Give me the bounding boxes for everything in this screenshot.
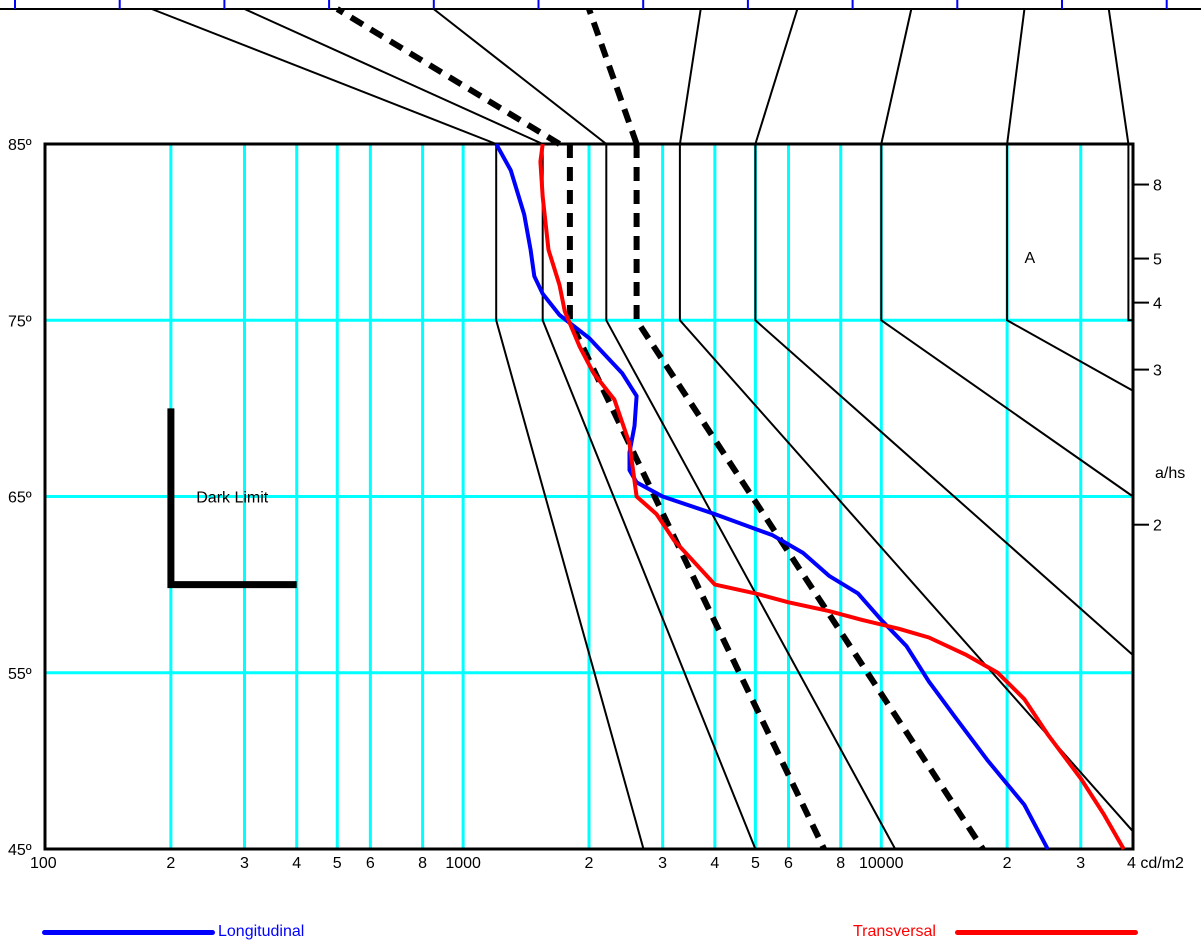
limit-curve [495, 144, 645, 850]
x-tick-label: 2 [585, 855, 594, 872]
y-tick-label: 85º [8, 137, 32, 154]
right-axis-tick-label: 5 [1153, 252, 1162, 269]
x-tick-label: 100 [30, 855, 57, 872]
top-segment [433, 8, 607, 145]
top-segment [678, 8, 702, 145]
top-segment [151, 8, 497, 145]
annotation-label: Dark Limit [196, 490, 269, 507]
x-tick-label: 4 cd/m2 [1127, 855, 1184, 872]
x-tick-label: 5 [751, 855, 760, 872]
y-tick-label: 75º [8, 313, 32, 330]
right-axis-tick-label: 3 [1153, 363, 1162, 380]
limit-curve [605, 144, 897, 850]
y-tick-label: 55º [8, 666, 32, 683]
plot-frame [43, 142, 1135, 851]
dark-limit-marker [167, 408, 297, 589]
limit-curve [678, 144, 1134, 833]
top-segment [1006, 8, 1026, 145]
x-tick-label: 10000 [859, 855, 904, 872]
right-axis-tick-label: 4 [1153, 296, 1162, 313]
top-segment [244, 8, 544, 145]
dashed-limit-curve [633, 144, 986, 851]
legend-transversal-line [955, 930, 1138, 935]
y-tick-label: 65º [8, 490, 32, 507]
x-tick-label: 8 [836, 855, 845, 872]
top-segment [880, 8, 913, 145]
limit-curve [754, 144, 1134, 656]
x-tick-label: 2 [1003, 855, 1012, 872]
series-line-transversal [538, 143, 1126, 850]
dashed-top-segment [335, 6, 562, 147]
limit-curve [1127, 144, 1133, 322]
x-tick-label: 4 [710, 855, 719, 872]
x-tick-label: 1000 [445, 855, 481, 872]
right-axis-label: a/hs [1155, 465, 1185, 482]
top-segment [754, 8, 799, 145]
legend-longitudinal-label: Longitudinal [218, 923, 305, 940]
x-tick-label: 6 [784, 855, 793, 872]
top-segment [1107, 8, 1130, 145]
right-axis-tick-label: 2 [1153, 518, 1162, 535]
x-tick-label: 2 [166, 855, 175, 872]
x-tick-label: 5 [333, 855, 342, 872]
dashed-limit-curve [566, 144, 827, 851]
limit-curve [1006, 144, 1134, 392]
x-tick-label: 8 [418, 855, 427, 872]
limit-curve [880, 144, 1134, 498]
y-tick-label: 45º [8, 842, 32, 859]
legend-transversal-label: Transversal [853, 923, 936, 940]
annotation-label: A [1024, 250, 1035, 267]
x-tick-label: 3 [1076, 855, 1085, 872]
right-axis-tick-label: 8 [1153, 178, 1162, 195]
dashed-top-segment [586, 8, 640, 145]
x-tick-label: 6 [366, 855, 375, 872]
legend-longitudinal-line [42, 930, 215, 935]
x-tick-label: 3 [658, 855, 667, 872]
x-tick-label: 4 [292, 855, 301, 872]
x-tick-label: 3 [240, 855, 249, 872]
